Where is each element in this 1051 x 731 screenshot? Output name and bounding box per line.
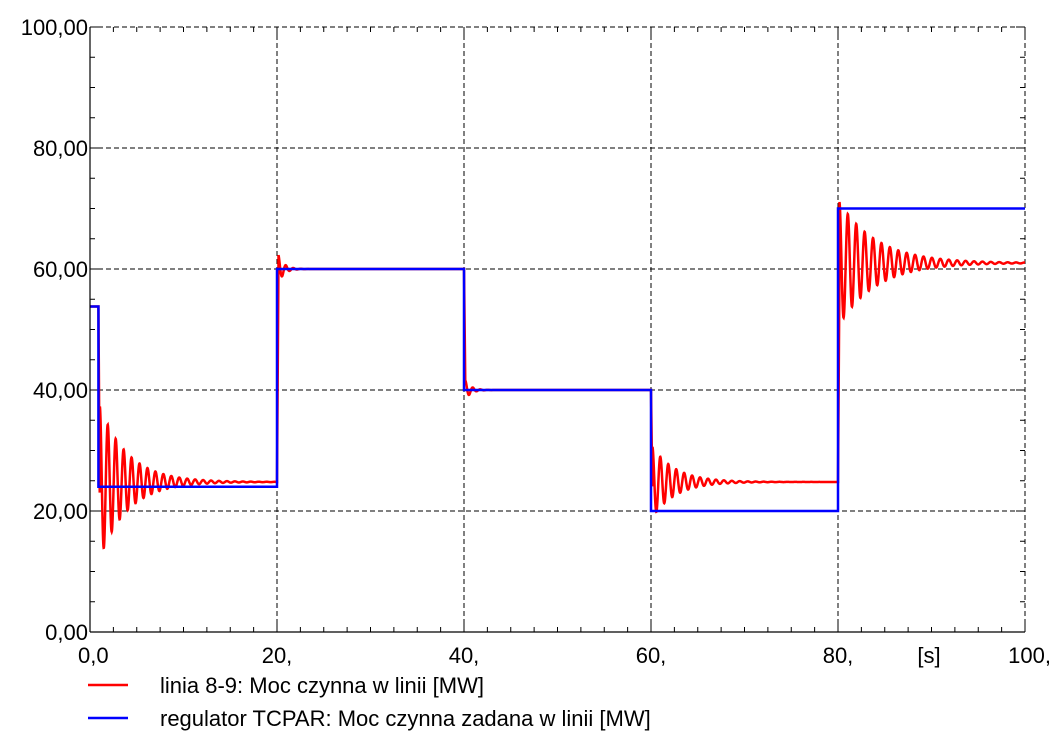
x-tick-label: 60, xyxy=(636,643,667,668)
axes xyxy=(89,27,1025,633)
y-tick-label: 20,00 xyxy=(33,499,88,524)
x-tick-label: 40, xyxy=(449,643,480,668)
x-tick-label: 20, xyxy=(262,643,293,668)
y-tick-label: 100,00 xyxy=(21,15,88,40)
x-axis-label: [s] xyxy=(917,643,940,668)
legend-item-red: linia 8-9: Moc czynna w linii [MW] xyxy=(160,673,484,698)
x-axis-tick-labels: 0,0 20, 40, 60, 80, 100, xyxy=(78,643,1051,668)
legend: linia 8-9: Moc czynna w linii [MW] regul… xyxy=(88,673,651,731)
y-tick-label: 80,00 xyxy=(33,136,88,161)
x-tick-label: 0,0 xyxy=(78,643,109,668)
y-axis-tick-labels: 0,00 20,00 40,00 60,00 80,00 100,00 xyxy=(21,15,88,645)
y-tick-label: 60,00 xyxy=(33,257,88,282)
x-tick-label: 80, xyxy=(823,643,854,668)
legend-item-blue: regulator TCPAR: Moc czynna zadana w lin… xyxy=(160,706,651,731)
y-tick-label: 0,00 xyxy=(45,620,88,645)
series-layer xyxy=(90,201,1026,550)
y-tick-label: 40,00 xyxy=(33,378,88,403)
series-line xyxy=(90,207,1025,513)
x-tick-label: 100, xyxy=(1008,643,1051,668)
